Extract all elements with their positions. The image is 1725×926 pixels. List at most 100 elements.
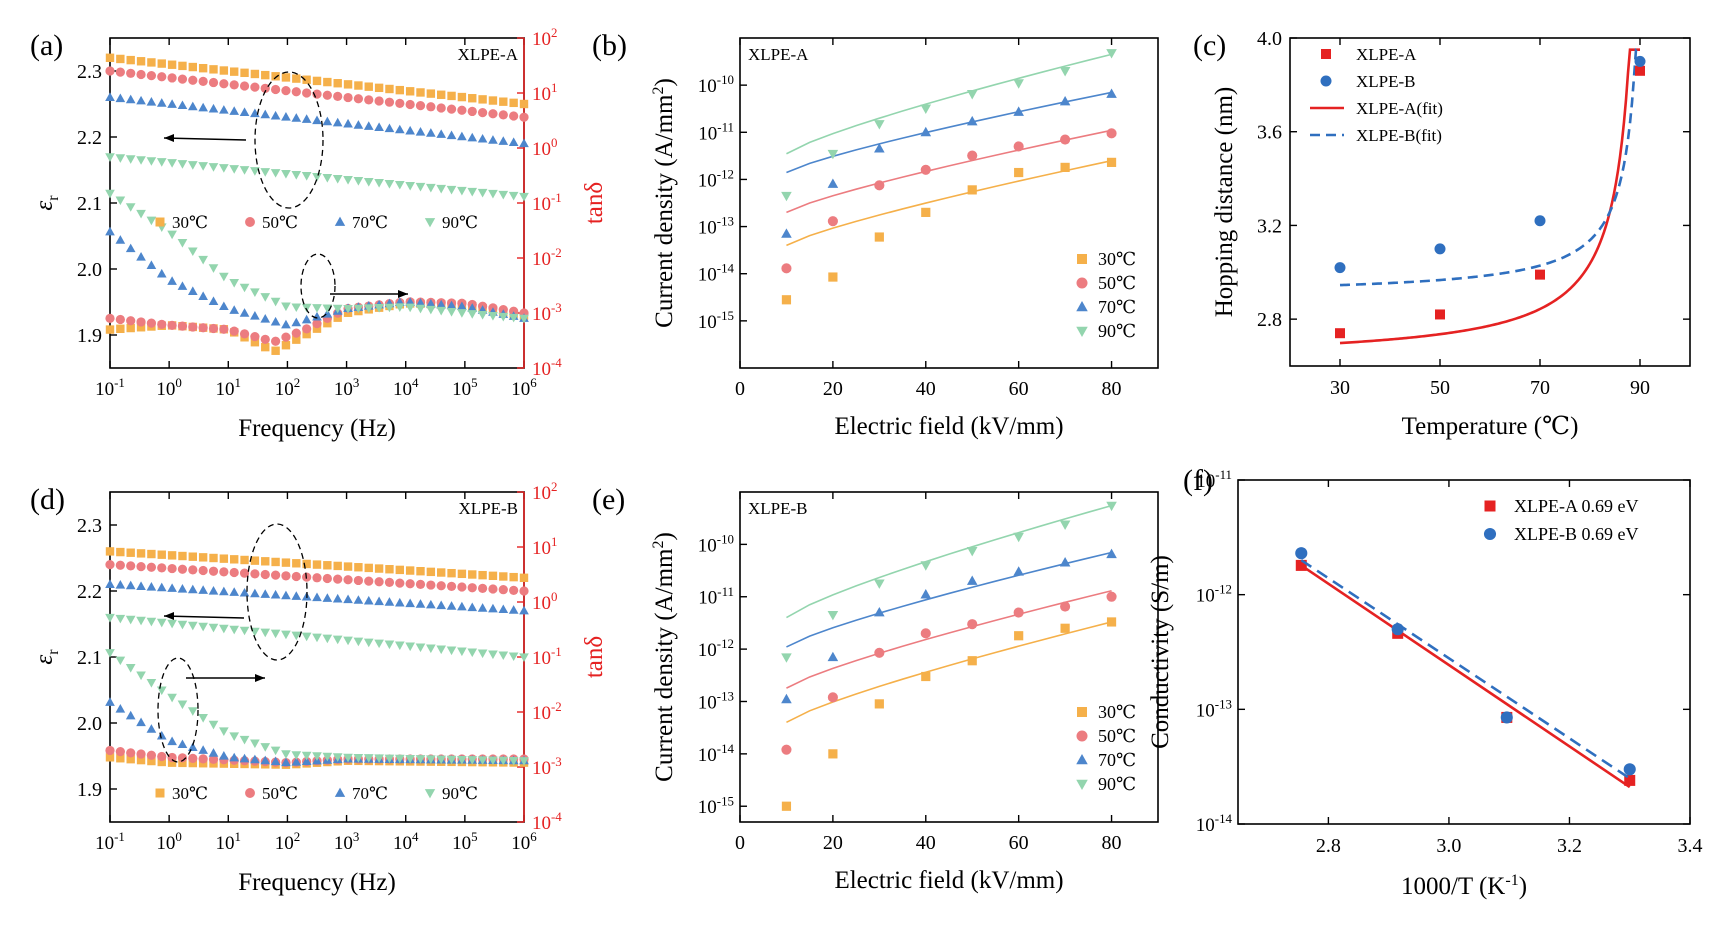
- data-point: [395, 565, 404, 575]
- data-point: [333, 574, 343, 584]
- data-point: [188, 758, 197, 768]
- data-point: [198, 553, 208, 562]
- data-point: [136, 95, 146, 105]
- data-point: [457, 186, 467, 196]
- data-point: [966, 547, 978, 557]
- data-point: [364, 95, 374, 105]
- y-tick-label: 10-12: [1196, 582, 1232, 607]
- data-point: [147, 58, 156, 67]
- data-point: [415, 579, 426, 590]
- data-point: [488, 135, 498, 144]
- data-point: [167, 276, 177, 285]
- data-point: [394, 641, 405, 651]
- data-point: [384, 97, 395, 107]
- data-point: [322, 634, 333, 644]
- y-tick-label: 3.2: [1257, 215, 1282, 237]
- data-point: [467, 756, 478, 765]
- data-point: [167, 320, 177, 331]
- x-tick-label: 0: [735, 378, 745, 400]
- data-point: [229, 752, 240, 762]
- data-point: [374, 83, 384, 93]
- data-point: [364, 563, 373, 573]
- plot-frame: [109, 491, 525, 823]
- data-point: [250, 588, 260, 598]
- data-point: [136, 749, 146, 759]
- data-point: [1013, 106, 1024, 116]
- data-point: [116, 754, 125, 763]
- legend-label: 70℃: [352, 784, 388, 803]
- y-axis-label-subscript: r: [45, 195, 62, 201]
- data-point: [354, 563, 363, 572]
- data-point: [1060, 623, 1070, 633]
- data-point: [291, 757, 302, 766]
- data-point: [198, 745, 208, 754]
- data-point: [281, 86, 291, 96]
- data-point: [374, 122, 384, 131]
- y-axis-label: Current density (A/mm2): [650, 532, 678, 782]
- data-point: [219, 624, 229, 634]
- data-point: [332, 753, 343, 762]
- data-point: [291, 631, 302, 641]
- x-tick-label: 10-1: [95, 375, 125, 400]
- data-point: [270, 589, 281, 599]
- data-point: [136, 317, 146, 327]
- legend-label: 70℃: [352, 213, 388, 232]
- data-point: [488, 571, 498, 581]
- y-tick-label: 10-14: [1196, 811, 1233, 836]
- data-point: [363, 595, 374, 605]
- data-point: [136, 69, 146, 80]
- data-point: [967, 150, 978, 161]
- data-point: [519, 112, 529, 122]
- data-point: [187, 247, 198, 257]
- data-point: [363, 121, 374, 130]
- data-point: [198, 585, 208, 594]
- data-point: [509, 572, 518, 582]
- data-point: [125, 615, 136, 625]
- series-0: [781, 157, 1117, 305]
- legend-label: XLPE-A(fit): [1356, 99, 1443, 118]
- data-point: [271, 72, 280, 81]
- data-point: [208, 163, 219, 172]
- data-point: [498, 136, 509, 145]
- data-point: [198, 291, 208, 300]
- data-point: [219, 554, 229, 563]
- data-point: [426, 89, 436, 98]
- data-point: [415, 297, 426, 307]
- data-point: [1060, 134, 1071, 145]
- data-point: [136, 156, 146, 165]
- data-point: [394, 180, 405, 190]
- x-tick-label: 103: [334, 829, 359, 854]
- series-1: [1295, 547, 1636, 780]
- data-point: [291, 171, 302, 180]
- data-point: [250, 569, 260, 579]
- legend-marker: [245, 788, 255, 798]
- y-tick-label: 2.3: [77, 515, 102, 537]
- data-point: [270, 169, 281, 178]
- data-point: [920, 126, 932, 137]
- data-point: [333, 561, 342, 571]
- data-point: [781, 693, 792, 704]
- data-point: [364, 576, 374, 586]
- data-point: [281, 302, 291, 312]
- data-point: [405, 566, 415, 575]
- data-point: [312, 115, 322, 125]
- data-point: [827, 149, 839, 160]
- data-point: [1013, 566, 1024, 576]
- data-point: [394, 124, 405, 134]
- data-point: [405, 99, 415, 110]
- data-point: [126, 68, 136, 78]
- arrow-head: [255, 674, 265, 682]
- data-point: [260, 743, 271, 752]
- data-point: [281, 750, 291, 759]
- data-point: [187, 161, 198, 170]
- data-point: [178, 758, 187, 768]
- tan-series-2: [105, 697, 529, 767]
- data-point: [281, 590, 291, 600]
- data-point: [270, 570, 281, 580]
- legend-label: XLPE-B: [1356, 72, 1416, 91]
- legend-marker: [424, 218, 436, 228]
- y-tick-label: 2.0: [77, 713, 102, 735]
- data-point: [374, 96, 384, 106]
- x-axis-label: Electric field (kV/mm): [834, 867, 1063, 894]
- data-point: [270, 336, 281, 346]
